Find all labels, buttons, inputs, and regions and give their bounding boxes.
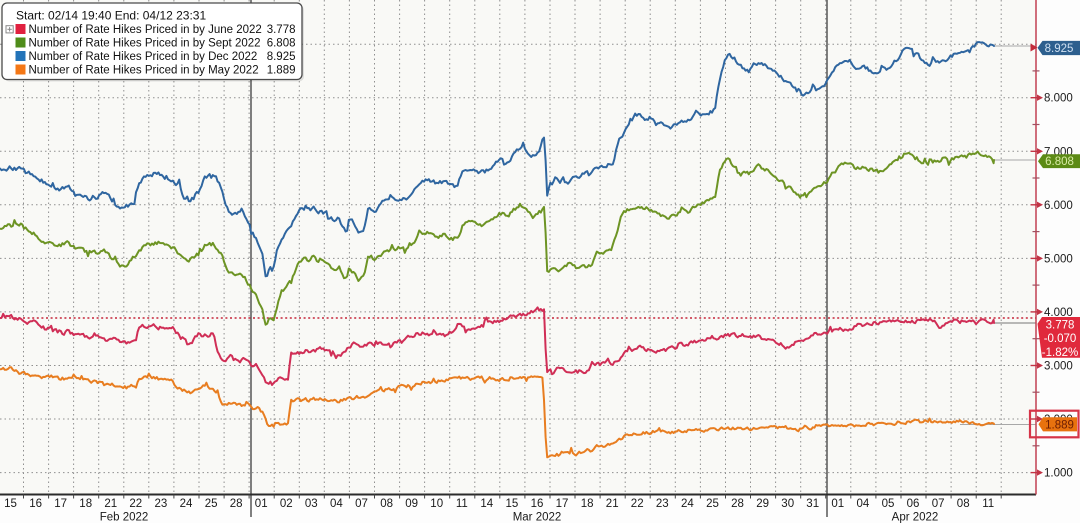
svg-text:Feb 2022: Feb 2022 <box>100 512 149 524</box>
svg-text:6.000: 6.000 <box>1044 200 1073 212</box>
svg-text:11: 11 <box>982 498 994 510</box>
svg-text:3.778: 3.778 <box>1046 320 1075 332</box>
svg-text:Number of Rate Hikes Priced in: Number of Rate Hikes Priced in by June 2… <box>29 24 262 36</box>
svg-text:29: 29 <box>756 498 769 510</box>
svg-text:18: 18 <box>581 498 594 510</box>
svg-text:07: 07 <box>932 498 945 510</box>
svg-text:-1.82%: -1.82% <box>1042 347 1078 359</box>
svg-text:1.889: 1.889 <box>267 65 296 77</box>
svg-text:8.925: 8.925 <box>1045 43 1074 55</box>
svg-text:06: 06 <box>907 498 920 510</box>
svg-text:3.000: 3.000 <box>1044 361 1073 373</box>
svg-text:23: 23 <box>155 498 168 510</box>
svg-text:14: 14 <box>480 498 493 510</box>
svg-text:04: 04 <box>330 498 343 510</box>
svg-text:-0.070: -0.070 <box>1044 333 1077 345</box>
svg-text:05: 05 <box>882 498 895 510</box>
svg-text:24: 24 <box>180 498 193 510</box>
svg-text:01: 01 <box>831 498 844 510</box>
svg-text:21: 21 <box>104 498 117 510</box>
svg-text:15: 15 <box>506 498 519 510</box>
svg-text:8.925: 8.925 <box>267 51 296 63</box>
svg-text:16: 16 <box>29 498 42 510</box>
svg-text:17: 17 <box>556 498 569 510</box>
svg-text:16: 16 <box>531 498 544 510</box>
svg-text:02: 02 <box>280 498 293 510</box>
svg-text:6.808: 6.808 <box>267 38 296 50</box>
svg-text:15: 15 <box>4 498 17 510</box>
svg-text:24: 24 <box>681 498 694 510</box>
svg-text:Number of Rate Hikes Priced in: Number of Rate Hikes Priced in by Dec 20… <box>29 51 258 63</box>
svg-text:31: 31 <box>806 498 819 510</box>
svg-text:10: 10 <box>430 498 443 510</box>
svg-text:1.000: 1.000 <box>1044 468 1073 480</box>
svg-text:21: 21 <box>606 498 619 510</box>
svg-text:Start: 02/14 19:40 End: 04/12: Start: 02/14 19:40 End: 04/12 23:31 <box>16 8 206 22</box>
svg-text:28: 28 <box>230 498 243 510</box>
svg-text:09: 09 <box>405 498 418 510</box>
svg-text:25: 25 <box>706 498 719 510</box>
svg-text:04: 04 <box>857 498 870 510</box>
svg-text:08: 08 <box>380 498 393 510</box>
svg-text:Mar 2022: Mar 2022 <box>513 512 562 524</box>
svg-text:18: 18 <box>79 498 92 510</box>
svg-text:1.889: 1.889 <box>1045 420 1074 432</box>
svg-text:8.000: 8.000 <box>1044 93 1073 105</box>
svg-text:25: 25 <box>205 498 218 510</box>
svg-text:28: 28 <box>731 498 744 510</box>
svg-text:07: 07 <box>355 498 368 510</box>
svg-text:5.000: 5.000 <box>1044 253 1073 265</box>
svg-text:4.000: 4.000 <box>1044 307 1073 319</box>
svg-text:Number of Rate Hikes Priced in: Number of Rate Hikes Priced in by May 20… <box>29 65 259 77</box>
svg-text:30: 30 <box>781 498 794 510</box>
svg-text:6.808: 6.808 <box>1045 156 1074 168</box>
svg-text:11: 11 <box>456 498 468 510</box>
svg-text:Apr 2022: Apr 2022 <box>892 512 939 524</box>
svg-text:23: 23 <box>656 498 669 510</box>
svg-text:Number of Rate Hikes Priced in: Number of Rate Hikes Priced in by Sept 2… <box>29 38 261 50</box>
svg-text:01: 01 <box>255 498 268 510</box>
svg-text:22: 22 <box>631 498 644 510</box>
svg-text:3.778: 3.778 <box>267 24 296 36</box>
svg-text:08: 08 <box>957 498 970 510</box>
svg-text:22: 22 <box>129 498 142 510</box>
svg-text:03: 03 <box>305 498 318 510</box>
svg-text:17: 17 <box>54 498 67 510</box>
